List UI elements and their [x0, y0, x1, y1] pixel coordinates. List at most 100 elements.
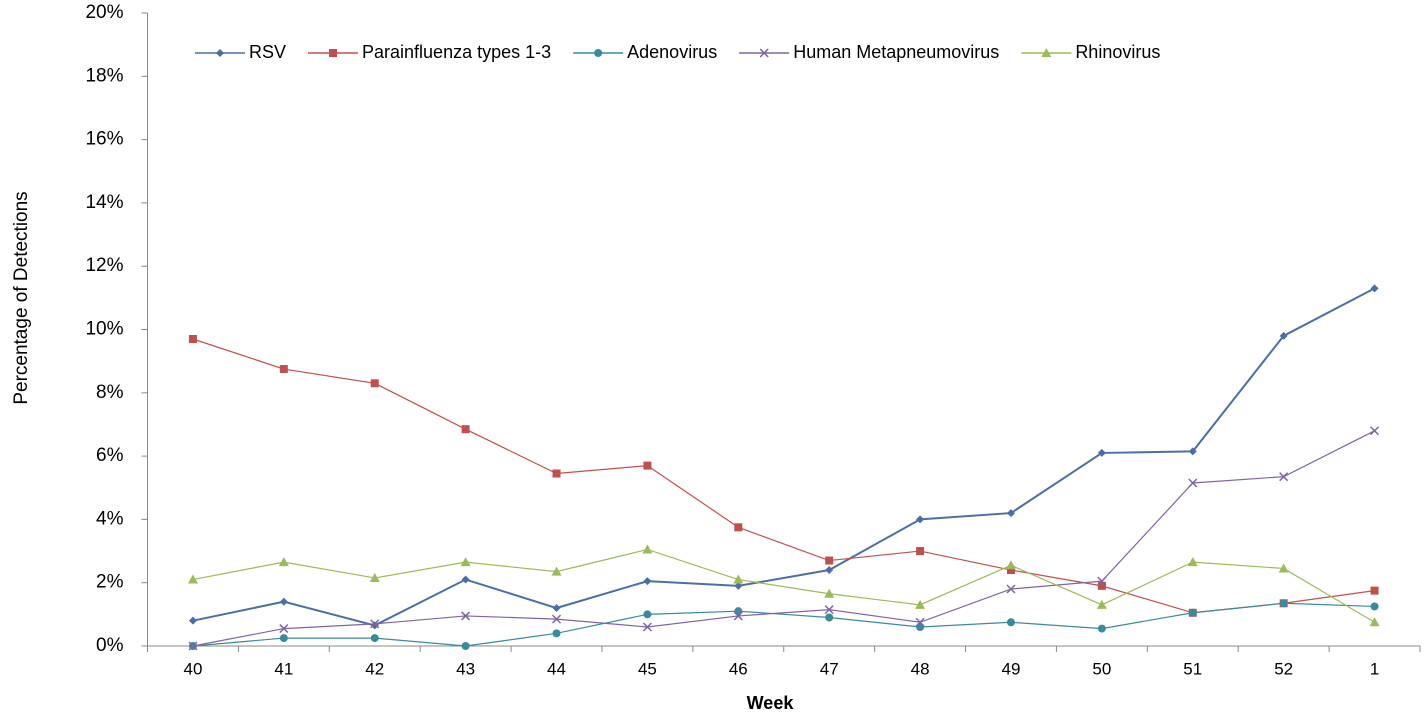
- legend-label: Adenovirus: [627, 42, 717, 62]
- legend-marker: [216, 49, 224, 57]
- x-tick-label: 46: [729, 659, 748, 678]
- data-point: [916, 515, 925, 524]
- x-tick-label: 41: [274, 659, 293, 678]
- data-point: [461, 642, 470, 650]
- data-point: [187, 574, 198, 584]
- data-point: [1279, 599, 1288, 608]
- data-point: [279, 624, 289, 634]
- x-tick-label: 48: [911, 659, 930, 678]
- x-tick-label: 40: [183, 659, 202, 678]
- legend-marker: [594, 49, 603, 57]
- data-point: [733, 574, 744, 584]
- y-tick-label: 4%: [96, 508, 124, 529]
- x-tick-label: 42: [365, 659, 384, 678]
- data-point: [1188, 608, 1197, 617]
- y-tick-label: 12%: [85, 255, 123, 276]
- data-point: [552, 469, 561, 478]
- data-point: [370, 634, 379, 643]
- data-point: [1279, 472, 1289, 482]
- data-point: [1370, 426, 1380, 436]
- x-tick-label: 45: [638, 659, 657, 678]
- data-point: [1005, 560, 1016, 570]
- data-point: [1097, 581, 1106, 590]
- data-point: [825, 556, 834, 565]
- legend-label: RSV: [249, 42, 286, 62]
- data-point: [1006, 618, 1015, 627]
- data-point: [1097, 576, 1107, 586]
- data-point: [1006, 566, 1015, 575]
- legend-label: Human Metapneumovirus: [793, 42, 999, 62]
- legend-marker: [329, 49, 338, 57]
- y-tick-label: 10%: [85, 319, 123, 340]
- data-point: [460, 557, 471, 567]
- data-point: [551, 566, 562, 576]
- data-point: [915, 617, 925, 627]
- data-point: [916, 547, 925, 556]
- data-point: [1097, 448, 1106, 457]
- data-point: [1188, 478, 1198, 488]
- data-point: [1006, 584, 1016, 594]
- data-point: [370, 379, 379, 388]
- legend-marker: [759, 48, 769, 58]
- data-point: [1279, 331, 1288, 340]
- data-point: [825, 613, 834, 622]
- y-tick-label: 8%: [96, 382, 124, 403]
- data-point: [370, 621, 379, 630]
- y-axis-title: Percentage of Detections: [11, 191, 32, 404]
- x-axis-title: Week: [747, 693, 795, 713]
- data-point: [642, 622, 652, 632]
- y-tick-label: 2%: [96, 572, 124, 593]
- data-point: [643, 461, 652, 470]
- y-tick-label: 16%: [85, 129, 123, 150]
- data-point: [279, 597, 288, 606]
- y-tick-label: 0%: [96, 635, 124, 656]
- y-tick-label: 20%: [85, 2, 123, 23]
- data-point: [1006, 509, 1015, 518]
- data-point: [188, 641, 198, 651]
- data-point: [734, 581, 743, 590]
- data-point: [1096, 599, 1107, 609]
- series-line: [192, 548, 1375, 623]
- data-point: [1370, 586, 1379, 595]
- x-tick-label: 51: [1183, 659, 1202, 678]
- series-line: [192, 602, 1375, 647]
- x-tick-label: 43: [456, 659, 475, 678]
- data-point: [824, 588, 835, 598]
- data-point: [643, 610, 652, 619]
- data-point: [369, 572, 380, 582]
- data-point: [642, 544, 653, 554]
- data-point: [461, 611, 471, 621]
- series-line: [192, 338, 1375, 614]
- data-point: [825, 566, 834, 575]
- x-tick-label: 1: [1370, 659, 1379, 678]
- data-point: [552, 629, 561, 638]
- data-point: [1187, 557, 1198, 567]
- x-tick-label: 44: [547, 659, 566, 678]
- x-tick-label: 52: [1274, 659, 1293, 678]
- y-tick-label: 18%: [85, 65, 123, 86]
- x-tick-label: 49: [1002, 659, 1021, 678]
- data-point: [188, 616, 197, 625]
- data-point: [188, 334, 197, 343]
- x-tick-label: 50: [1092, 659, 1111, 678]
- data-point: [278, 557, 289, 567]
- data-point: [1369, 617, 1380, 627]
- data-point: [824, 605, 834, 615]
- data-point: [733, 611, 743, 621]
- data-point: [1370, 602, 1379, 611]
- data-point: [551, 614, 562, 624]
- data-point: [461, 425, 470, 434]
- data-point: [734, 523, 743, 532]
- data-point: [643, 577, 652, 586]
- data-point: [1097, 624, 1106, 633]
- data-point: [461, 575, 470, 584]
- x-tick-label: 47: [820, 659, 839, 678]
- legend-label: Rhinovirus: [1075, 42, 1160, 62]
- data-point: [1278, 563, 1289, 573]
- series-line: [192, 287, 1376, 627]
- data-point: [370, 619, 380, 629]
- data-point: [915, 599, 926, 609]
- data-point: [279, 365, 288, 374]
